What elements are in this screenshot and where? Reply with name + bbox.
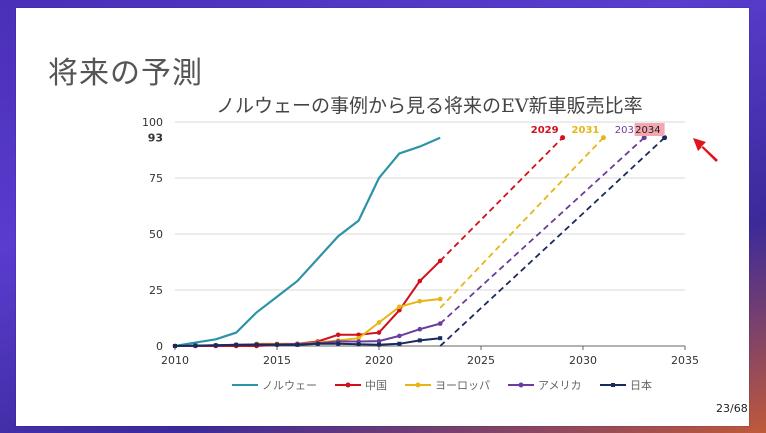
- data-point: [397, 304, 402, 310]
- legend-item-3: アメリカ: [508, 379, 581, 392]
- x-tick-label: 2035: [671, 354, 699, 367]
- data-point: [315, 341, 320, 346]
- slide: 将来の予測 ノルウェーの事例から見る将来のEV新車販売比率 23/68: [16, 8, 749, 426]
- data-point: [376, 338, 382, 344]
- legend-item-1: 中国: [335, 379, 387, 392]
- projection-label-highlight: [634, 123, 665, 136]
- projection-line: [439, 137, 605, 309]
- y-tick-label: 100: [142, 116, 163, 129]
- legend-marker: [415, 382, 421, 388]
- legend-marker: [345, 382, 351, 388]
- projection-endpoint: [641, 135, 647, 141]
- projection-line: [439, 137, 564, 262]
- data-point: [356, 342, 361, 347]
- data-point: [356, 332, 361, 338]
- projection-endpoint: [662, 135, 668, 141]
- legend-label: 中国: [365, 379, 387, 392]
- data-point: [275, 342, 279, 347]
- data-point: [376, 330, 382, 335]
- series-line: [174, 136, 441, 348]
- series-1: [172, 135, 566, 349]
- data-point: [417, 278, 423, 284]
- projection-label: 2031: [572, 125, 600, 136]
- legend-item-2: ヨーロッパ: [405, 379, 490, 392]
- legend-label: アメリカ: [538, 379, 581, 392]
- page-number: 23/68: [716, 402, 748, 415]
- y-tick-label-93: 93: [148, 132, 163, 145]
- x-tick-label: 2030: [569, 354, 597, 367]
- projection-label: 2029: [531, 125, 559, 136]
- data-point: [437, 296, 443, 302]
- y-tick-label: 50: [149, 228, 163, 241]
- projection-line: [439, 137, 666, 347]
- data-point: [295, 342, 300, 347]
- legend-item-4: 日本: [600, 378, 652, 392]
- y-tick-label: 75: [149, 172, 163, 185]
- data-point: [254, 342, 259, 347]
- series-line: [174, 337, 441, 347]
- data-point: [417, 326, 423, 332]
- data-point: [234, 342, 239, 347]
- data-point: [173, 344, 177, 348]
- x-tick-label: 2020: [365, 354, 393, 367]
- data-point: [417, 298, 423, 304]
- chart-title: ノルウェーの事例から見る将来のEV新車販売比率: [216, 95, 643, 117]
- projection-endpoint: [560, 135, 566, 141]
- data-point: [417, 338, 422, 343]
- x-tick-label: 2010: [161, 354, 189, 367]
- data-point: [213, 343, 218, 348]
- legend-label: 日本: [630, 378, 652, 392]
- legend-marker: [518, 382, 524, 388]
- data-point: [336, 341, 341, 346]
- data-point: [377, 342, 381, 347]
- data-point: [397, 307, 402, 313]
- series-line: [175, 260, 441, 347]
- projection-label: 2034: [635, 125, 660, 136]
- data-point: [335, 332, 341, 338]
- data-point: [397, 341, 402, 346]
- legend-label: ヨーロッパ: [435, 379, 490, 392]
- series-4: [173, 135, 668, 348]
- data-point: [438, 336, 443, 341]
- y-tick-label: 25: [149, 284, 163, 297]
- series-line: [256, 298, 441, 345]
- data-point: [397, 333, 402, 339]
- legend-label: ノルウェー: [262, 379, 317, 392]
- legend-marker: [611, 383, 615, 387]
- projection-line: [439, 137, 645, 325]
- projection-label: 2033: [615, 125, 640, 136]
- data-point: [356, 335, 361, 341]
- legend-item-0: ノルウェー: [232, 379, 317, 392]
- series-0: [174, 136, 441, 348]
- slide-title: 将来の予測: [48, 56, 203, 91]
- data-point: [376, 320, 382, 325]
- y-tick-label: 0: [156, 340, 163, 353]
- projection-endpoint: [600, 135, 606, 141]
- x-tick-label: 2025: [467, 354, 495, 367]
- data-point: [193, 343, 198, 348]
- pointer-arrow-icon: [693, 138, 718, 162]
- x-tick-label: 2015: [263, 354, 291, 367]
